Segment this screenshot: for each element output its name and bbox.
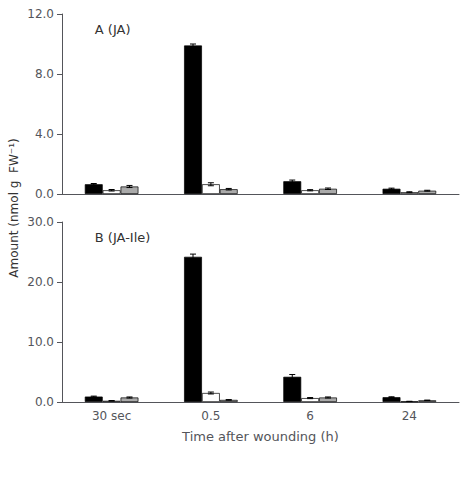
svg-text:24: 24 (402, 409, 417, 423)
svg-text:20.0: 20.0 (27, 275, 54, 289)
svg-text:0.0: 0.0 (35, 187, 54, 201)
svg-text:0.0: 0.0 (35, 395, 54, 409)
svg-text:0.5: 0.5 (201, 409, 220, 423)
svg-text:12.0: 12.0 (27, 7, 54, 21)
svg-text:Amount (nmol g FW⁻¹): Amount (nmol g FW⁻¹) (7, 138, 21, 277)
svg-text:4.0: 4.0 (35, 127, 54, 141)
svg-text:30.0: 30.0 (27, 215, 54, 229)
svg-text:10.0: 10.0 (27, 335, 54, 349)
svg-text:B (JA-Ile): B (JA-Ile) (95, 230, 151, 245)
svg-text:Time after wounding (h): Time after wounding (h) (181, 429, 339, 444)
svg-text:8.0: 8.0 (35, 67, 54, 81)
svg-text:A (JA): A (JA) (95, 22, 131, 37)
svg-text:30 sec: 30 sec (92, 409, 131, 423)
svg-text:6: 6 (306, 409, 314, 423)
